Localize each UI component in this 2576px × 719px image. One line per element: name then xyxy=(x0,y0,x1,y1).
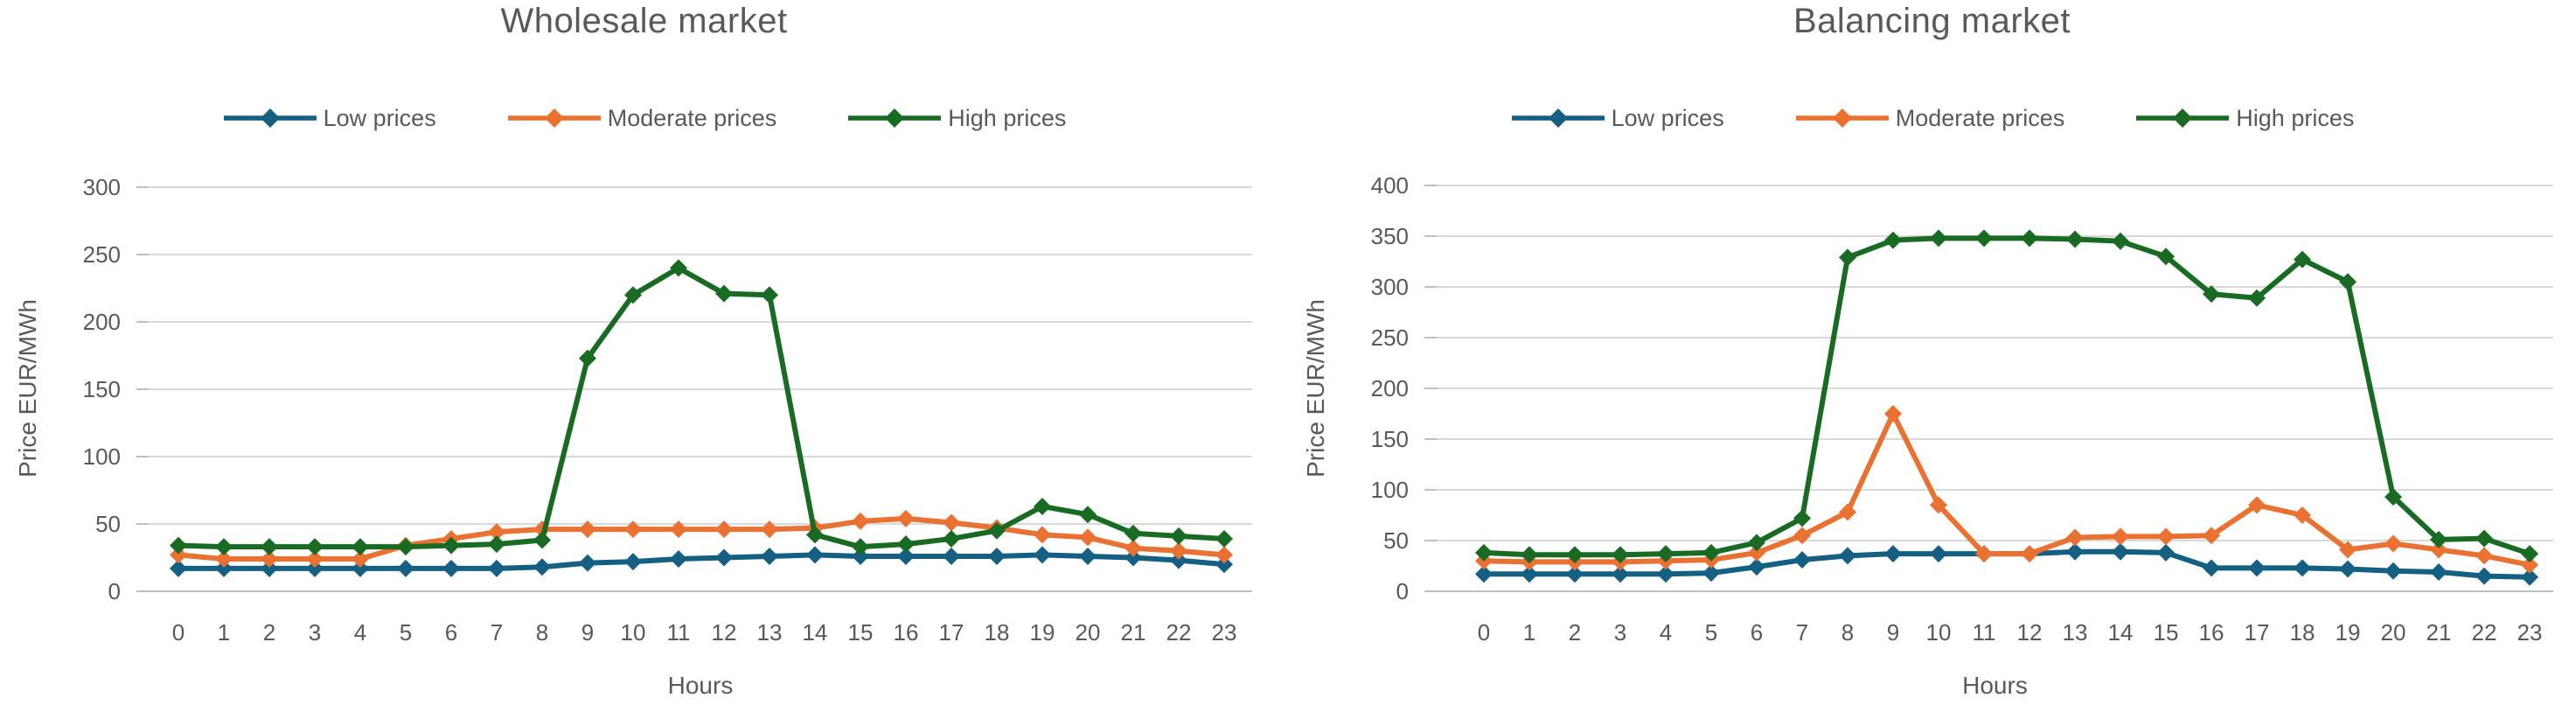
series-markers-low-prices xyxy=(1475,542,2538,586)
x-axis-tick-label: 1 xyxy=(218,619,230,646)
y-axis-tick-label: 0 xyxy=(1396,578,1409,604)
x-axis-tick-label: 11 xyxy=(667,619,691,646)
x-axis-tick-label: 0 xyxy=(1478,619,1490,646)
legend: Low prices Moderate prices High prices xyxy=(0,101,1288,135)
x-axis-tick-label: 22 xyxy=(2472,619,2497,646)
x-axis-tick-label: 14 xyxy=(803,619,828,646)
x-axis-tick-label: 9 xyxy=(1887,619,1899,646)
y-axis-tick-label: 200 xyxy=(83,309,121,335)
x-axis-tick-label: 13 xyxy=(2063,619,2088,646)
y-axis-tick-label: 100 xyxy=(83,443,121,470)
x-axis-tick-label: 20 xyxy=(2381,619,2406,646)
line-marker-icon xyxy=(2136,108,2230,128)
x-axis-tick-label: 17 xyxy=(939,619,964,646)
y-axis-tick-label: 250 xyxy=(1371,325,1409,351)
x-axis-title: Hours xyxy=(667,672,734,699)
x-axis-tick-label: 18 xyxy=(2290,619,2315,646)
x-axis-tick-label: 22 xyxy=(1166,619,1192,646)
series-markers-low-prices xyxy=(170,546,1233,577)
x-axis-tick-label: 7 xyxy=(1796,619,1808,646)
x-axis-tick-label: 5 xyxy=(400,619,412,646)
x-axis-tick-label: 10 xyxy=(1926,619,1952,646)
line-marker-icon xyxy=(507,108,601,128)
line-marker-icon xyxy=(1511,108,1605,128)
x-axis-title: Hours xyxy=(1962,672,2028,699)
x-axis-tick-label: 14 xyxy=(2108,619,2134,646)
x-axis-tick-label: 12 xyxy=(2017,619,2043,646)
series-line-high-prices xyxy=(1481,235,2532,558)
x-axis-tick-label: 7 xyxy=(491,619,503,646)
x-axis-tick-label: 19 xyxy=(2336,619,2361,646)
y-axis-tick-label: 400 xyxy=(1371,172,1409,199)
x-axis-tick-label: 15 xyxy=(848,619,874,646)
x-axis-tick-label: 20 xyxy=(1076,619,1101,646)
line-marker-icon xyxy=(1795,108,1889,128)
wholesale-market-chart: Wholesale market Low prices Moderate pri… xyxy=(0,2,1288,699)
x-axis-tick-label: 23 xyxy=(2517,619,2543,646)
legend-item-low-prices: Low prices xyxy=(1510,105,1724,132)
x-axis-tick-label: 0 xyxy=(172,619,184,646)
legend-label: Moderate prices xyxy=(1895,104,2065,131)
balancing-market-chart: Balancing market Low prices Moderate pri… xyxy=(1288,0,2576,719)
x-axis-tick-label: 12 xyxy=(712,619,737,646)
x-axis-tick-label: 8 xyxy=(536,619,548,646)
x-axis-tick-label: 15 xyxy=(2154,619,2179,646)
x-axis-tick-label: 19 xyxy=(1030,619,1055,646)
y-axis-tick-label: 300 xyxy=(83,174,121,200)
x-axis-tick-label: 4 xyxy=(354,619,366,646)
x-axis-tick-label: 16 xyxy=(2199,619,2224,646)
legend-label: High prices xyxy=(948,104,1067,131)
x-axis-tick-label: 13 xyxy=(757,619,783,646)
x-axis-tick-label: 6 xyxy=(445,619,457,646)
x-axis-tick-label: 8 xyxy=(1841,619,1854,646)
x-axis-tick-label: 11 xyxy=(1973,619,1996,646)
y-axis-tick-label: 250 xyxy=(83,241,121,268)
x-axis-tick-label: 1 xyxy=(1523,619,1535,646)
x-axis-tick-label: 9 xyxy=(581,619,594,646)
x-axis-tick-label: 4 xyxy=(1660,619,1672,646)
chart-title: Balancing market xyxy=(1793,2,2071,40)
x-axis-tick-label: 2 xyxy=(263,619,275,646)
y-axis-tick-label: 50 xyxy=(1383,527,1409,554)
y-axis-tick-label: 350 xyxy=(1371,223,1409,249)
x-axis-tick-label: 21 xyxy=(1121,619,1146,646)
x-axis-tick-label: 6 xyxy=(1751,619,1763,646)
x-axis-tick-label: 10 xyxy=(621,619,646,646)
x-axis-tick-label: 2 xyxy=(1569,619,1581,646)
x-axis-tick-label: 3 xyxy=(1614,619,1626,646)
x-axis-tick-label: 23 xyxy=(1212,619,1237,646)
x-axis-tick-label: 3 xyxy=(309,619,321,646)
x-axis-tick-label: 21 xyxy=(2426,619,2452,646)
legend-item-moderate-prices: Moderate prices xyxy=(1794,104,2065,132)
series-line-high-prices xyxy=(176,265,1227,550)
x-axis-tick-label: 18 xyxy=(985,619,1010,646)
legend-label: Low prices xyxy=(1611,104,1724,131)
x-axis-tick-label: 5 xyxy=(1705,619,1717,646)
legend-label: Low prices xyxy=(323,104,436,131)
legend-item-moderate-prices: Moderate prices xyxy=(506,104,777,132)
y-axis-tick-label: 300 xyxy=(1371,274,1409,300)
legend-label: High prices xyxy=(2236,104,2355,131)
y-axis-tick-label: 150 xyxy=(83,376,121,402)
legend-item-high-prices: High prices xyxy=(2134,105,2354,132)
y-axis-tick-label: 200 xyxy=(1371,375,1409,401)
y-axis-tick-label: 100 xyxy=(1371,477,1409,503)
line-marker-icon xyxy=(223,108,317,128)
legend: Low prices Moderate prices High prices xyxy=(1288,101,2576,135)
x-axis-tick-label: 17 xyxy=(2245,619,2270,646)
chart-title: Wholesale market xyxy=(500,2,788,40)
y-axis-tick-label: 150 xyxy=(1371,426,1409,452)
series-markers-high-prices xyxy=(1475,229,2538,564)
legend-label: Moderate prices xyxy=(607,104,777,131)
y-axis-tick-label: 0 xyxy=(108,578,121,604)
legend-item-high-prices: High prices xyxy=(846,105,1066,132)
line-marker-icon xyxy=(848,108,942,128)
y-axis-tick-label: 50 xyxy=(95,511,121,537)
legend-item-low-prices: Low prices xyxy=(222,105,436,132)
x-axis-tick-label: 16 xyxy=(894,619,919,646)
